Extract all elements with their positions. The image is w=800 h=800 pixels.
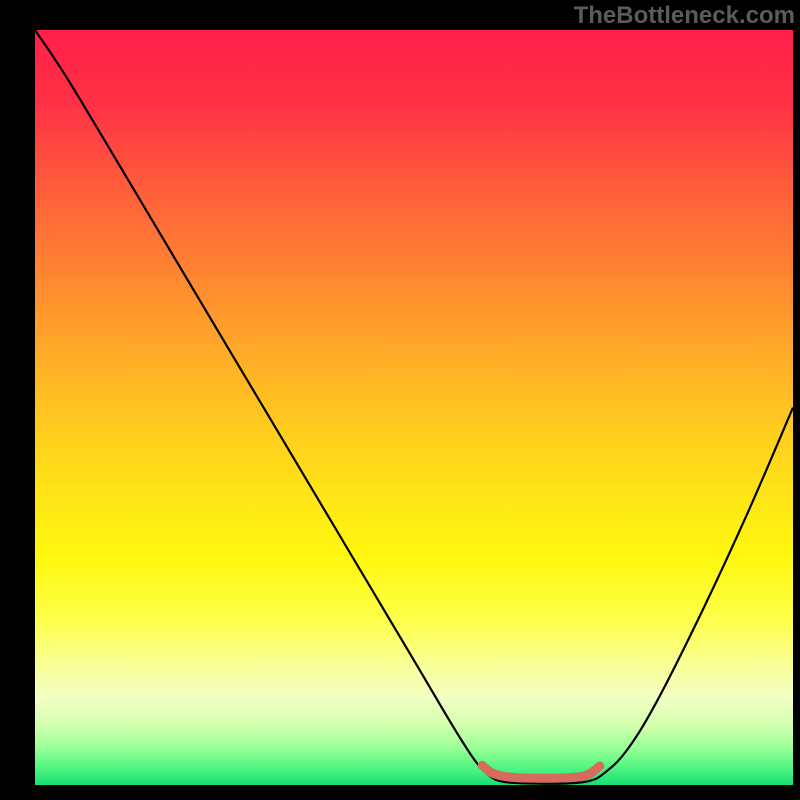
- plot-svg: [35, 30, 793, 785]
- plot-area: [35, 30, 793, 785]
- gradient-background: [35, 30, 793, 785]
- watermark-text: TheBottleneck.com: [574, 2, 795, 30]
